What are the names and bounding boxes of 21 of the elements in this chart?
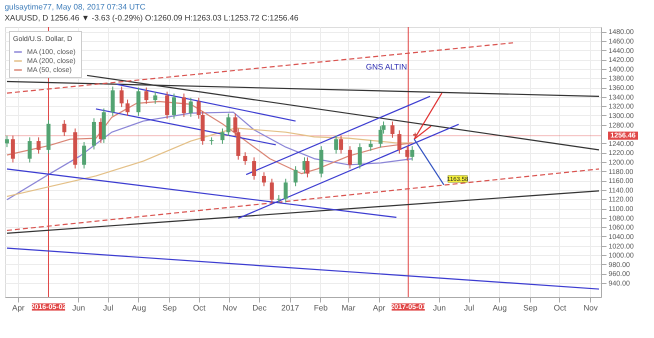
x-tick-label: Nov <box>222 304 237 312</box>
x-tick-label: Dec <box>252 304 267 312</box>
annotation: GNS ALTIN <box>366 62 408 72</box>
x-tick-label: Jul <box>103 304 114 312</box>
chart-title: gulsaytime77, May 08, 2017 07:34 UTC <box>4 2 146 12</box>
x-tick-label: Jul <box>464 304 474 312</box>
x-tick-label: Oct <box>554 304 567 312</box>
x-tick-label: Nov <box>584 304 598 312</box>
x-tick-label: Aug <box>492 304 507 312</box>
x-tick-label: Aug <box>132 304 146 312</box>
x-tick-label: 2017 <box>281 304 300 312</box>
x-tick-label: Jun <box>432 304 446 312</box>
x-tick-label: Sep <box>162 304 178 312</box>
x-tick-label: Apr <box>12 304 25 312</box>
x-tick-label: Feb <box>314 304 328 312</box>
x-tick-label: Jun <box>72 304 86 312</box>
x-tick-label: Sep <box>523 304 538 312</box>
x-tick-label: Mar <box>342 304 356 312</box>
x-tick-label: Oct <box>193 304 206 312</box>
x-tick-label: Apr <box>372 304 386 312</box>
chart-subtitle: XAUUSD, D 1256.46 ▼ -3.63 (-0.29%) O:1260.09 H:1263.03 L:1253.72 C:1256.46 <box>4 14 300 22</box>
